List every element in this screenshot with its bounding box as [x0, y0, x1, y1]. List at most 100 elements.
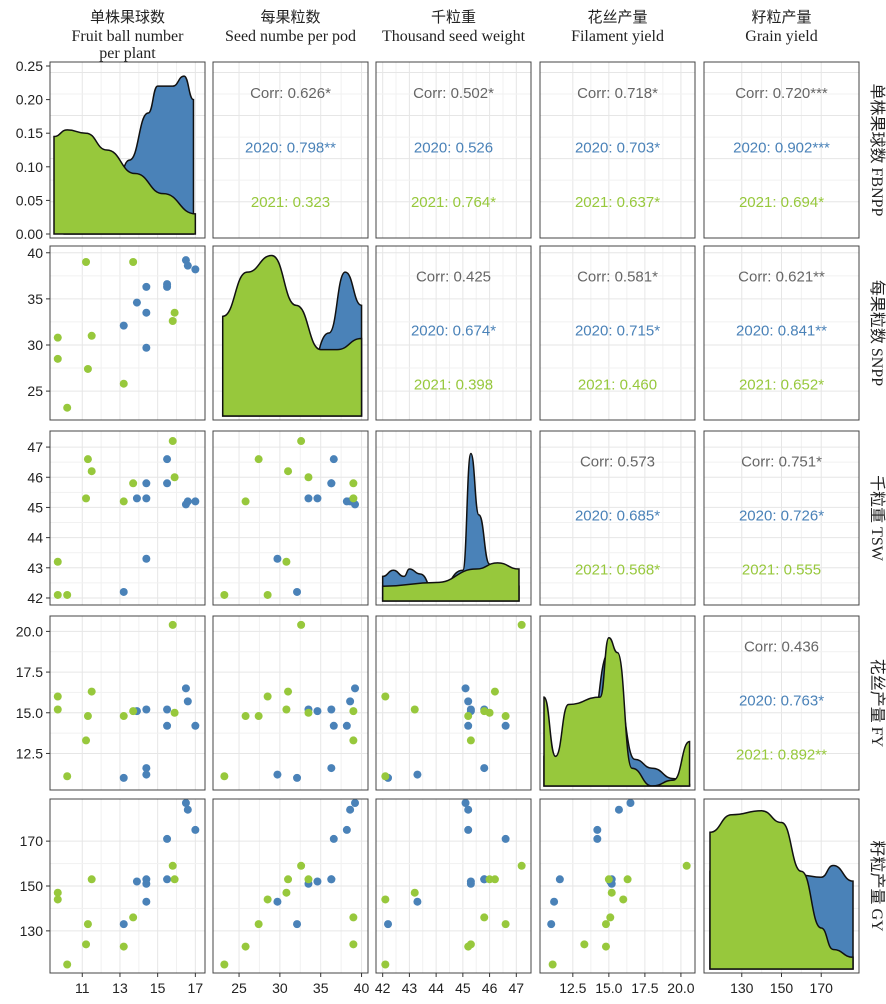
- scatter-point-2021-0: [53, 888, 62, 897]
- row-label-tsw: 千粒重 TSW: [868, 475, 886, 562]
- x-tick-label: 20.0: [667, 980, 694, 996]
- panel-border: [375, 615, 532, 791]
- y-tick-label: 35: [27, 291, 43, 307]
- scatter-point-2020-4: [163, 455, 172, 464]
- panel-border: [375, 245, 532, 421]
- column-header-en: Filament yield: [571, 28, 664, 45]
- scatter-point-2021-4: [83, 712, 92, 721]
- density-2021: [53, 129, 197, 235]
- scatter-point-2021-2: [63, 590, 72, 599]
- y-tick-label: 47: [27, 439, 43, 455]
- panel-4-0: [49, 798, 206, 974]
- y-tick-label: 0.10: [16, 159, 43, 175]
- panel-border: [375, 798, 532, 974]
- scatter-point-2021-0: [282, 888, 291, 897]
- scatter-point-2020-8: [313, 707, 322, 716]
- scatter-point-2021-2: [220, 590, 229, 599]
- scatter-point-2021-0: [410, 705, 419, 714]
- scatter-point-2020-0: [464, 825, 473, 834]
- panel-border: [212, 245, 369, 421]
- scatter-point-2021-2: [381, 772, 390, 781]
- scatter-point-2020-1: [181, 799, 190, 807]
- scatter-point-2020-6: [273, 554, 282, 563]
- scatter-point-2021-6: [241, 712, 250, 721]
- scatter-point-2020-3: [163, 705, 172, 714]
- y-tick-label: 44: [27, 530, 43, 546]
- corr-label-2: 2021: 0.892**: [736, 746, 827, 763]
- scatter-point-2020-2: [614, 805, 623, 814]
- scatter-point-2021-7: [349, 707, 358, 716]
- scatter-point-2021-8: [297, 437, 306, 446]
- y-tick-label: 0.25: [16, 58, 43, 74]
- corr-label-1: 2020: 0.902***: [733, 139, 830, 156]
- scatter-point-2021-5: [87, 875, 96, 884]
- panel-1-0: [49, 245, 206, 421]
- corr-label-1: 2020: 0.726*: [739, 508, 824, 525]
- panel-3-3: [539, 615, 696, 791]
- y-tick-label: 42: [27, 590, 43, 606]
- scatter-point-2020-7: [384, 920, 393, 929]
- scatter-point-2020-6: [413, 770, 422, 779]
- scatter-point-2021-7: [129, 257, 138, 266]
- scatter-point-2020-9: [466, 879, 475, 888]
- scatter-point-2021-3: [349, 736, 358, 745]
- panel-border: [49, 61, 206, 239]
- scatter-point-2021-2: [220, 772, 229, 781]
- y-tick-label: 25: [27, 383, 43, 399]
- scatter-point-2021-6: [119, 497, 128, 506]
- scatter-point-2021-6: [464, 712, 473, 721]
- corr-label-1: 2020: 0.685*: [575, 508, 660, 525]
- corr-label-1: 2020: 0.841**: [736, 323, 827, 340]
- scatter-point-2020-9: [466, 705, 475, 714]
- scatter-point-2020-6: [273, 770, 282, 779]
- scatter-point-2021-2: [63, 772, 72, 781]
- scatter-point-2021-8: [297, 620, 306, 629]
- panel-border: [375, 61, 532, 239]
- panel-border: [49, 615, 206, 791]
- x-tick-label: 35: [313, 980, 329, 996]
- scatter-point-2021-6: [601, 942, 610, 951]
- scatter-point-2021-4: [83, 920, 92, 929]
- panel-border: [212, 61, 369, 239]
- scatter-point-2020-1: [351, 799, 360, 807]
- column-header-en: Grain yield: [745, 28, 817, 45]
- x-tick-label: 43: [402, 980, 418, 996]
- scatter-point-2020-2: [183, 697, 192, 706]
- corr-label-0: Corr: 0.626*: [250, 85, 331, 102]
- scatter-point-2020-7: [119, 920, 128, 929]
- panel-bg: [50, 616, 205, 790]
- scatter-point-2021-5: [284, 687, 293, 696]
- scatter-point-2021-8: [168, 317, 177, 326]
- scatter-point-2021-8: [682, 861, 691, 870]
- x-tick-label: 15.0: [595, 980, 622, 996]
- scatter-point-2020-7: [119, 773, 128, 782]
- y-tick-label: 0.05: [16, 192, 43, 208]
- scatter-point-2020-5: [142, 282, 151, 291]
- panel-border: [539, 245, 696, 421]
- panel-3-1: [212, 615, 369, 791]
- scatter-point-2021-0: [282, 557, 291, 566]
- scatter-point-2021-8: [297, 861, 306, 870]
- scatter-point-2020-4: [163, 834, 172, 843]
- scatter-point-2020-0: [593, 825, 602, 834]
- panel-1-2: Corr: 0.425 2020: 0.674* 2021: 0.398: [375, 245, 532, 421]
- scatter-point-2021-7: [349, 913, 358, 922]
- panel-border: [703, 245, 860, 421]
- scatter-point-2021-5: [490, 687, 499, 696]
- panel-bg: [213, 431, 368, 605]
- panel-border: [212, 798, 369, 974]
- panel-0-4: Corr: 0.720*** 2020: 0.902*** 2021: 0.694*: [703, 61, 860, 239]
- scatter-point-2020-6: [142, 554, 151, 563]
- column-header-en: Thousand seed weight: [382, 28, 526, 45]
- corr-label-0: Corr: 0.581*: [577, 269, 658, 286]
- scatter-point-2021-6: [119, 379, 128, 388]
- scatter-point-2021-7: [129, 913, 138, 922]
- scatter-point-2021-5: [623, 875, 632, 884]
- scatter-point-2020-1: [461, 684, 470, 693]
- panel-bg: [376, 616, 531, 790]
- panel-border: [539, 798, 696, 974]
- scatter-point-2021-0: [282, 705, 291, 714]
- scatter-point-2020-0: [464, 721, 473, 730]
- corr-label-1: 2020: 0.674*: [411, 323, 496, 340]
